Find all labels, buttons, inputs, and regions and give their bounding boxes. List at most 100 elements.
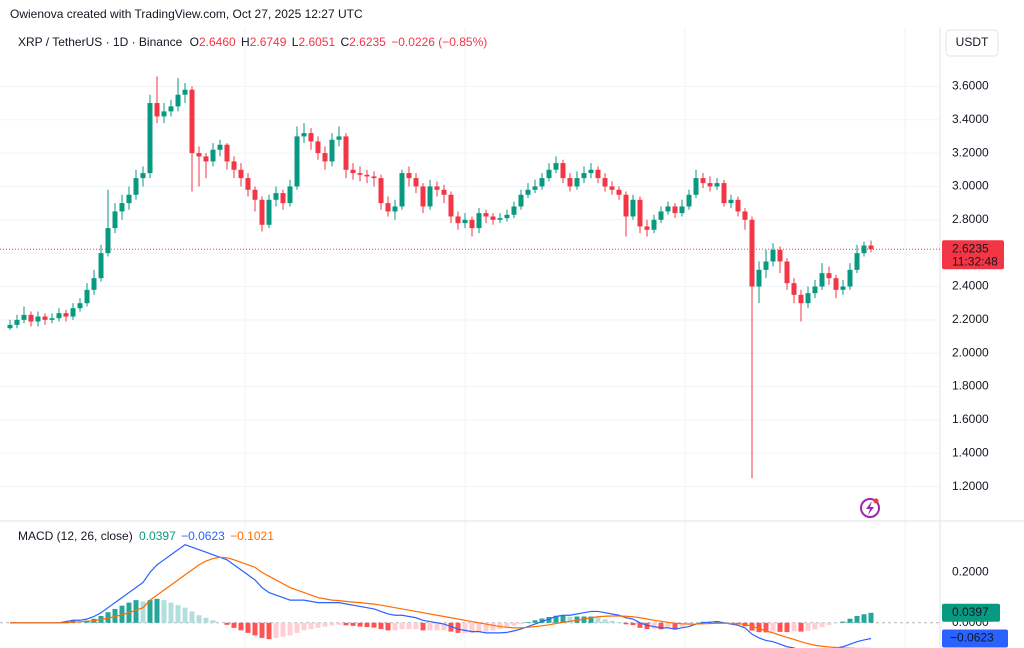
candle-body [273,193,279,200]
histogram-bar [196,615,202,623]
histogram-bar [168,602,174,623]
histogram-bar [609,620,615,623]
candle-body [609,186,615,190]
candle-body [21,314,27,320]
histogram-bar [658,622,664,630]
histogram-bar [357,622,363,627]
candle-body [35,316,41,322]
candle-body [224,144,230,162]
candle-body [805,293,811,304]
candle-body [238,169,244,179]
histogram-bar [616,622,622,623]
histogram-bar [392,622,398,631]
histogram-bar [476,622,482,632]
histogram-bar [175,605,181,623]
histogram-bar [462,622,468,633]
histogram-bar [833,622,839,624]
candle-body [462,219,468,224]
candle-body [231,161,237,170]
ohlc-letter: H [241,35,250,49]
candle-body [28,314,34,322]
candle-body [588,169,594,174]
y-tick-label: 1.2000 [952,479,989,493]
currency-box[interactable] [945,29,999,57]
header: Owienova created with TradingView.com, O… [10,7,363,21]
candle-body [770,249,776,262]
ohlc-value: 2.6235 [349,35,386,49]
vertical-grid [244,28,906,648]
histogram-bar [651,622,657,630]
candle-body [287,186,293,204]
candle-body [560,163,566,179]
histogram-bar [469,622,475,633]
histogram-bar [798,622,804,632]
candle-body [7,324,13,329]
macd-badge-label: −0.0623 [950,631,994,645]
histogram-bar [280,622,286,637]
candle-body [490,216,496,220]
currency[interactable]: USDT [956,35,989,49]
candle-body [245,178,251,190]
histogram-bar [630,622,636,626]
candle-body [329,139,335,162]
candle-body [322,153,328,162]
symbol: XRP / TetherUS · 1D · Binance [18,35,183,49]
histogram-bar [861,614,867,623]
candle-body [693,178,699,195]
candle-body [98,253,104,279]
candle-body [546,169,552,179]
histogram-bar [784,622,790,633]
candle-body [539,178,545,187]
histogram-bar [294,622,300,633]
candle-body [77,303,83,309]
y-tick-label: 1.6000 [952,412,989,426]
candle-body [756,269,762,287]
candle-body [14,319,20,325]
histogram-bar [455,622,461,633]
candle-body [210,149,216,162]
histogram-bar [679,622,685,627]
histogram-badge [942,603,1000,622]
candle-body [819,273,825,287]
histogram-bar [266,622,272,640]
candle-body [336,136,342,140]
legend: XRP / TetherUS · 1D · Binance O2.6460 H2… [18,35,487,49]
histogram-bar [602,619,608,623]
candle-body [252,189,258,200]
candle-body [399,173,405,207]
candle-body [91,278,97,290]
histogram-bar [770,622,776,632]
candles [7,76,874,479]
histogram-bar [385,622,391,631]
histogram-bar [665,622,671,629]
candle-body [644,226,650,230]
candle-body [189,89,195,154]
histogram-bar [567,616,573,623]
candle-body [574,178,580,187]
candle-body [56,313,62,319]
macd-title: MACD (12, 26, close) [18,529,133,543]
candle-body [420,186,426,207]
macd-pane [10,544,874,648]
candle-body [119,203,125,212]
histogram-bar [441,622,447,631]
histogram-bar [259,622,265,638]
y-tick-label: 2.8000 [952,212,989,226]
candle-body [658,211,664,220]
candle-body [217,144,223,150]
candle-body [476,213,482,229]
histogram-bar [105,612,111,623]
candle-body [42,316,48,320]
candle-body [707,183,713,187]
histogram-bar [301,622,307,631]
signal-line [10,556,872,648]
y-tick-label: 2.4000 [952,279,989,293]
candle-body [637,199,643,227]
ohlc-letter: L [292,35,299,49]
lightning-icon[interactable] [860,498,880,518]
histogram-bar [161,600,167,623]
candle-body [301,133,307,137]
candle-body [665,206,671,212]
histogram-value: 0.0397 [139,529,176,543]
